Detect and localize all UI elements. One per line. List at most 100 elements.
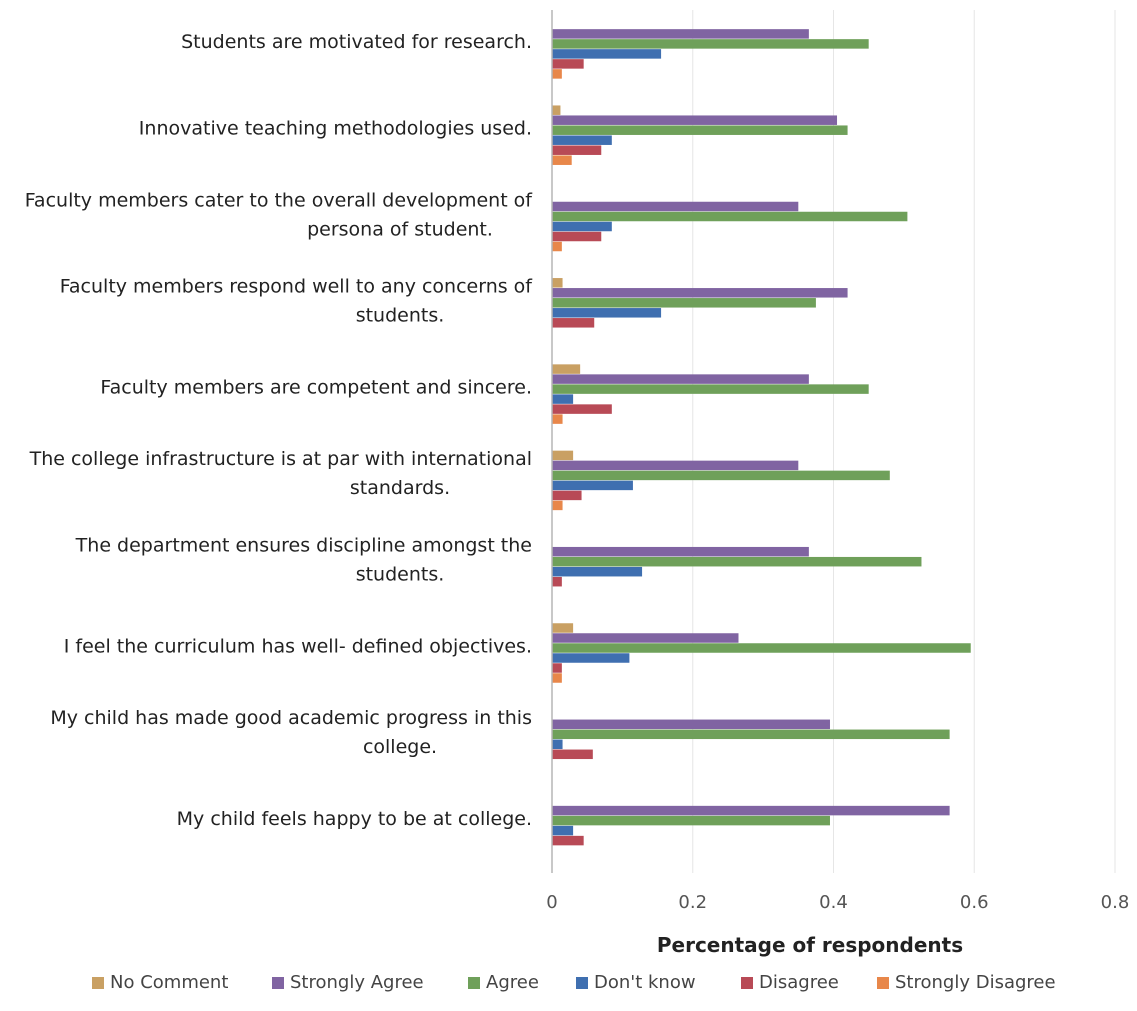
legend-label: Don't know [594,972,696,993]
legend: No Comment Strongly Agree Agree Don't know D… [92,972,1056,993]
bar-no-comment-4 [552,364,581,374]
x-tick-label: 0 [546,892,557,913]
bar-agree-5 [552,470,890,481]
x-tick-label: 0.8 [1101,892,1130,913]
legend-swatch [576,977,588,989]
category-label-line: Students are motivated for research. [181,31,532,53]
bar-disagree-8 [552,749,593,760]
bar-agree-6 [552,556,922,567]
x-tick-label: 0.2 [678,892,707,913]
bars [552,29,971,846]
category-label-line: college. [363,736,437,758]
category-label-line: My child has made good academic progress… [50,707,532,729]
bar-disagree-1 [552,145,602,155]
bar-strongly-agree-2 [552,201,799,212]
category-label-line: Innovative teaching methodologies used. [139,117,532,139]
category-label: Innovative teaching methodologies used. [139,117,532,139]
category-label-line: students. [356,563,445,585]
category-label-line: I feel the curriculum has well- defined … [64,635,532,657]
bar-don-t-know-3 [552,308,662,318]
legend-label: Disagree [759,972,839,993]
bar-disagree-7 [552,663,562,673]
bar-strongly-agree-5 [552,460,799,471]
category-labels: Students are motivated for research. Inno… [25,31,534,830]
bar-disagree-0 [552,59,584,69]
bar-strongly-disagree-1 [552,155,572,165]
category-label: Faculty members cater to the overall dev… [25,189,534,240]
bar-don-t-know-4 [552,394,574,404]
bar-agree-0 [552,39,869,49]
legend-swatch [92,977,104,989]
category-label-line: Faculty members cater to the overall dev… [25,189,534,211]
category-label-line: The department ensures discipline amongs… [75,534,532,556]
bar-disagree-6 [552,576,562,587]
bar-don-t-know-7 [552,653,630,663]
bar-no-comment-7 [552,623,574,633]
category-label-line: The college infrastructure is at par wit… [29,448,532,470]
legend-swatch [877,977,889,989]
bar-agree-8 [552,729,950,740]
bar-don-t-know-9 [552,825,574,836]
x-axis-title: Percentage of respondents [657,933,963,957]
category-label-line: Faculty members are competent and sincer… [100,376,532,398]
bar-strongly-disagree-4 [552,414,563,424]
bar-strongly-disagree-7 [552,673,562,683]
legend-label: No Comment [110,972,228,993]
x-tick-label: 0.6 [960,892,989,913]
bar-disagree-4 [552,404,612,414]
bar-agree-7 [552,643,971,653]
bar-strongly-agree-3 [552,288,848,298]
bar-agree-4 [552,384,869,394]
category-label: Faculty members respond well to any conc… [60,276,534,327]
category-label: The college infrastructure is at par wit… [29,448,532,499]
category-label: I feel the curriculum has well- defined … [64,635,532,657]
bar-agree-3 [552,298,816,308]
bar-strongly-disagree-2 [552,241,562,252]
category-label: Faculty members are competent and sincer… [100,376,532,398]
category-label-line: persona of student. [307,218,493,240]
legend-swatch [741,977,753,989]
bar-strongly-agree-6 [552,546,809,557]
category-label-line: My child feels happy to be at college. [177,808,532,830]
bar-disagree-3 [552,318,595,328]
bar-agree-2 [552,211,908,222]
bar-don-t-know-8 [552,739,563,750]
category-label: The department ensures discipline amongs… [75,534,532,585]
bar-disagree-9 [552,835,584,846]
category-label: My child has made good academic progress… [50,707,532,758]
legend-label: Agree [486,972,539,993]
bar-strongly-agree-0 [552,29,809,39]
x-tick-labels: 0 0.2 0.4 0.6 0.8 [546,892,1129,913]
bar-don-t-know-6 [552,566,643,577]
bar-no-comment-3 [552,278,563,288]
bar-no-comment-1 [552,105,561,115]
category-label: Students are motivated for research. [181,31,532,53]
category-label-line: Faculty members respond well to any conc… [60,276,534,298]
gridlines [692,10,1116,873]
bar-strongly-agree-7 [552,633,739,643]
legend-swatch [468,977,480,989]
bar-don-t-know-0 [552,49,662,59]
bar-strongly-agree-8 [552,719,830,730]
bar-strongly-disagree-0 [552,69,562,79]
bar-strongly-agree-1 [552,115,838,125]
bar-don-t-know-1 [552,135,612,145]
x-tick-label: 0.4 [819,892,848,913]
category-label-line: students. [356,305,445,327]
bar-strongly-agree-9 [552,805,950,816]
bar-strongly-disagree-5 [552,500,563,511]
bar-agree-9 [552,815,830,826]
category-label-line: standards. [350,477,450,499]
bar-don-t-know-5 [552,480,633,491]
bar-agree-1 [552,125,848,135]
category-label: My child feels happy to be at college. [177,808,532,830]
legend-label: Strongly Agree [290,972,424,993]
legend-label: Strongly Disagree [895,972,1056,993]
bar-no-comment-5 [552,450,574,461]
legend-swatch [272,977,284,989]
bar-disagree-2 [552,231,602,242]
bar-disagree-5 [552,490,582,501]
bar-strongly-agree-4 [552,374,809,384]
bar-don-t-know-2 [552,221,612,232]
